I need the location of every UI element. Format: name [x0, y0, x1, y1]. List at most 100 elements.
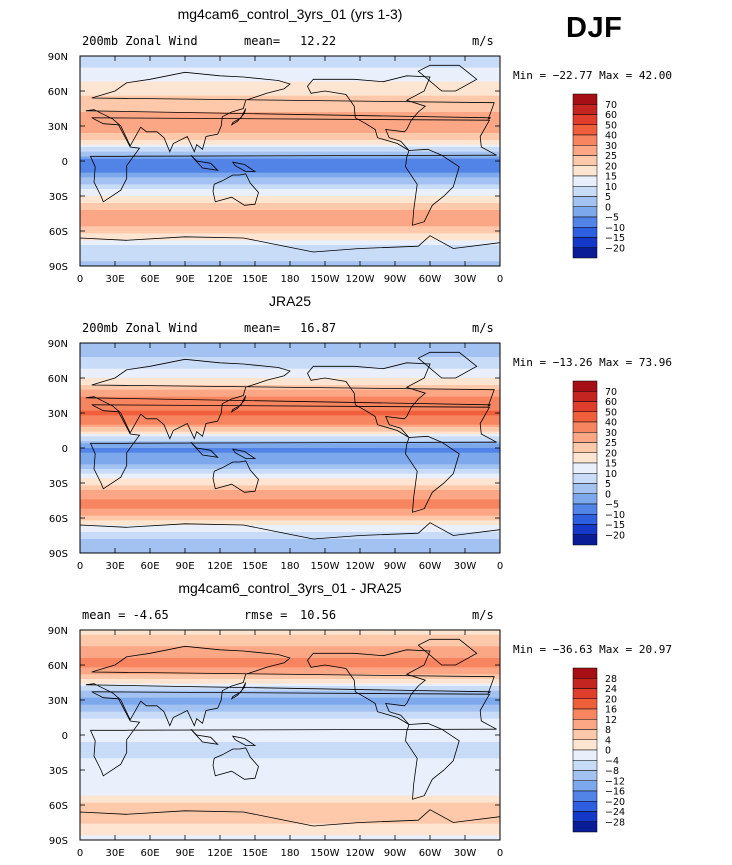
colorbar-swatch: [572, 452, 598, 464]
contour-band: [80, 91, 500, 94]
contour-band: [80, 709, 500, 713]
contour-band: [80, 119, 500, 122]
zonal-wind-map: 0 30E 60E 90E 120E 150E 180 150W 120W 90W 60W 30W 09…: [48, 52, 625, 285]
colorbar-swatch: [572, 206, 598, 218]
contour-band: [80, 667, 500, 671]
y-tick-label: 90N: [48, 626, 68, 637]
contour-band: [80, 189, 500, 192]
contour-field: [80, 56, 500, 266]
contour-band: [80, 730, 500, 734]
y-tick-label: 90N: [48, 52, 68, 63]
contour-band: [80, 786, 500, 790]
contour-band: [80, 60, 500, 64]
contour-band: [80, 802, 500, 806]
coastline: [417, 638, 478, 666]
coastline: [417, 64, 478, 92]
season-label: DJF: [566, 12, 623, 44]
contour-band: [80, 448, 500, 451]
contour-band: [80, 408, 500, 412]
contour-band: [80, 639, 500, 643]
contour-band: [80, 434, 500, 437]
colorbar-label: 40: [605, 418, 617, 429]
contour-band: [80, 541, 500, 545]
contour-band: [80, 779, 500, 783]
colorbar-label: 20: [605, 448, 617, 459]
min-label: Min =: [513, 69, 553, 82]
contour-band: [80, 686, 500, 689]
contour-band: [80, 746, 500, 750]
contour-band: [80, 655, 500, 659]
min-label: Min =: [513, 643, 553, 656]
contour-band: [80, 112, 500, 115]
contour-band: [80, 429, 500, 433]
contour-band: [80, 546, 500, 549]
contour-band: [80, 476, 500, 479]
contour-band: [80, 81, 500, 85]
contour-band: [80, 196, 500, 199]
contour-band: [80, 359, 500, 363]
contour-band: [80, 784, 500, 787]
colorbar-swatch: [572, 380, 598, 392]
contour-band: [80, 415, 500, 419]
contour-band: [80, 695, 500, 699]
contour-band: [80, 714, 500, 717]
contour-band: [80, 494, 500, 498]
contour-band: [80, 793, 500, 797]
contour-band: [80, 725, 500, 729]
contour-band: [80, 497, 500, 500]
colorbar-label: −28: [605, 817, 625, 828]
contour-band: [80, 366, 500, 370]
contour-band: [80, 772, 500, 776]
contour-band: [80, 501, 500, 505]
contour-band: [80, 373, 500, 377]
contour-band: [80, 385, 500, 388]
contour-band: [80, 660, 500, 664]
colorbar-swatch: [572, 667, 598, 679]
contour-band: [80, 644, 500, 647]
contour-band: [80, 683, 500, 687]
contour-band: [80, 357, 500, 360]
contour-band: [80, 662, 500, 666]
y-tick-label: 30S: [49, 766, 68, 777]
colorbar-label: 70: [605, 100, 617, 111]
x-tick-label: 120W: [346, 561, 375, 572]
contour-band: [80, 361, 500, 365]
contour-band: [80, 511, 500, 514]
x-tick-label: 0: [77, 274, 83, 285]
contour-band: [80, 401, 500, 405]
contour-band: [80, 163, 500, 167]
colorbar-label: 25: [605, 151, 617, 162]
x-tick-label: 60W: [419, 848, 442, 859]
colorbar-swatch: [572, 114, 598, 125]
contour-band: [80, 534, 500, 538]
units-label: m/s: [472, 321, 494, 335]
colorbar-swatch: [572, 493, 598, 505]
panel-model: mg4cam6_control_3yrs_01 (yrs 1-3) 200mb …: [0, 2, 732, 287]
contour-band: [80, 812, 500, 815]
y-tick-label: 60N: [48, 374, 68, 385]
max-value: 20.97: [638, 643, 672, 656]
coastline: [230, 682, 247, 700]
contour-band: [80, 665, 500, 668]
contour-band: [80, 259, 500, 262]
panel-title: mg4cam6_control_3yrs_01 - JRA25: [178, 580, 402, 596]
colorbar-swatch: [572, 534, 598, 546]
coastline: [212, 747, 259, 780]
contour-band: [80, 142, 500, 146]
coastline: [307, 75, 431, 151]
colorbar-label: 0: [605, 202, 611, 213]
colorbar-swatch: [572, 93, 598, 105]
colorbar-label: 70: [605, 387, 617, 398]
x-tick-label: 120E: [207, 561, 232, 572]
colorbar-swatch: [572, 708, 598, 720]
x-tick-label: 90E: [175, 561, 194, 572]
x-tick-label: 120W: [346, 848, 375, 859]
stat-value: 12.22: [300, 34, 337, 48]
x-tick-label: 60E: [140, 274, 159, 285]
colorbar-label: 20: [605, 694, 617, 705]
contour-band: [80, 382, 500, 386]
colorbar-swatch: [572, 688, 598, 699]
contour-band: [80, 354, 500, 358]
contour-band: [80, 228, 500, 232]
colorbar-label: −10: [605, 510, 625, 521]
